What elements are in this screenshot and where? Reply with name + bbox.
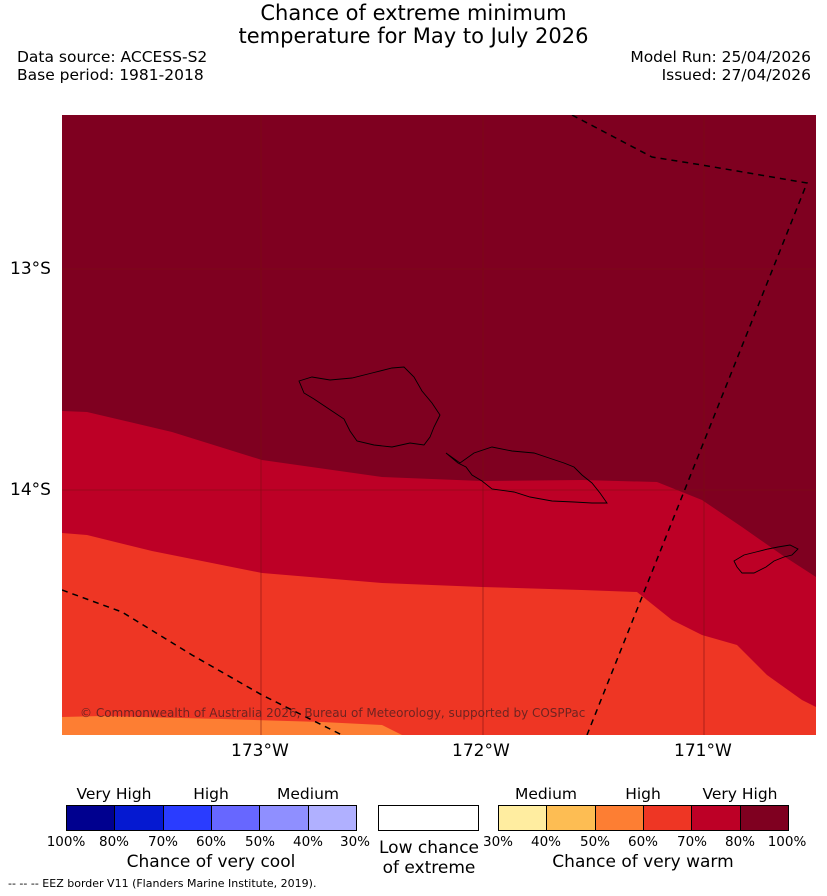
map-title-line1: Chance of extreme minimum (260, 1, 567, 25)
cool-tick: 40% (292, 834, 324, 850)
lon-label-172w: 172°W (452, 741, 510, 761)
base-period-text: Base period: 1981-2018 (17, 66, 204, 84)
cool-tick: 70% (147, 834, 179, 850)
low-chance-swatch (378, 805, 479, 831)
cool-swatch-4 (211, 806, 261, 830)
copyright-text: © Commonwealth of Australia 2026, Bureau… (80, 706, 586, 720)
cool-tick: 30% (339, 834, 371, 850)
warm-tick: 100% (767, 834, 807, 850)
cool-swatch-3 (163, 806, 212, 830)
cool-swatch-1 (67, 806, 116, 830)
cool-tick: 100% (46, 834, 86, 850)
upolu-island (445, 446, 608, 504)
warm-swatch-6 (740, 806, 788, 830)
lon-label-173w: 173°W (231, 741, 289, 761)
map-title: Chance of extreme minimum temperature fo… (0, 2, 827, 48)
meta-left: Data source: ACCESS-S2 Base period: 1981… (17, 48, 207, 84)
low-chance-line1: Low chance (379, 838, 479, 858)
eez-footnote: -- -- -- EEZ border V11 (Flanders Marine… (8, 877, 317, 890)
zone-60-70 (62, 716, 402, 735)
cool-colorbar (66, 805, 357, 831)
low-chance-line2: of extreme (382, 858, 476, 878)
warm-tick: 70% (676, 834, 708, 850)
map-title-line2: temperature for May to July 2026 (238, 24, 589, 48)
savaii-island (298, 366, 441, 448)
warm-cat-very-high: Very High (702, 785, 778, 803)
cool-cat-very-high: Very High (76, 785, 152, 803)
lon-label-171w: 171°W (674, 741, 732, 761)
cool-caption: Chance of very cool (126, 852, 296, 872)
model-run-text: Model Run: 25/04/2026 (630, 48, 811, 66)
cool-swatch-5 (260, 806, 309, 830)
warm-tick: 30% (482, 834, 514, 850)
warm-swatch-4 (643, 806, 693, 830)
legend-cool: Very High High Medium 100% 80% 70% 60% 5… (47, 785, 370, 875)
cool-swatch-6 (308, 806, 356, 830)
warm-swatch-1 (499, 806, 548, 830)
warm-tick: 40% (530, 834, 562, 850)
cool-tick: 80% (98, 834, 130, 850)
cool-tick: 60% (195, 834, 227, 850)
warm-tick: 60% (627, 834, 659, 850)
meta-right: Model Run: 25/04/2026 Issued: 27/04/2026 (630, 48, 811, 84)
graticule (62, 115, 816, 735)
cool-tick: 50% (244, 834, 276, 850)
zone-70-80 (62, 533, 816, 735)
data-source-text: Data source: ACCESS-S2 (17, 48, 208, 66)
islands (298, 366, 799, 574)
warm-tick: 50% (579, 834, 611, 850)
issued-text: Issued: 27/04/2026 (661, 66, 811, 84)
warm-swatch-5 (692, 806, 741, 830)
map-panel[interactable] (62, 115, 816, 735)
cool-swatch-2 (115, 806, 164, 830)
eez-border (62, 115, 809, 735)
warm-caption: Chance of very warm (552, 852, 734, 872)
cool-cat-high: High (193, 785, 229, 803)
low-chance-caption: Low chance of extreme (376, 838, 482, 878)
warm-swatch-2 (547, 806, 596, 830)
legend-warm: Medium High Very High 30% 40% 50% 60% 70… (483, 785, 806, 875)
warm-tick: 80% (724, 834, 756, 850)
warm-colorbar (498, 805, 789, 831)
cool-cat-medium: Medium (277, 785, 339, 803)
lat-label-13s: 13°S (10, 259, 51, 279)
warm-cat-medium: Medium (515, 785, 577, 803)
warm-swatch-3 (595, 806, 644, 830)
lat-label-14s: 14°S (10, 480, 51, 500)
warm-cat-high: High (625, 785, 661, 803)
tutuila-island (733, 544, 799, 574)
